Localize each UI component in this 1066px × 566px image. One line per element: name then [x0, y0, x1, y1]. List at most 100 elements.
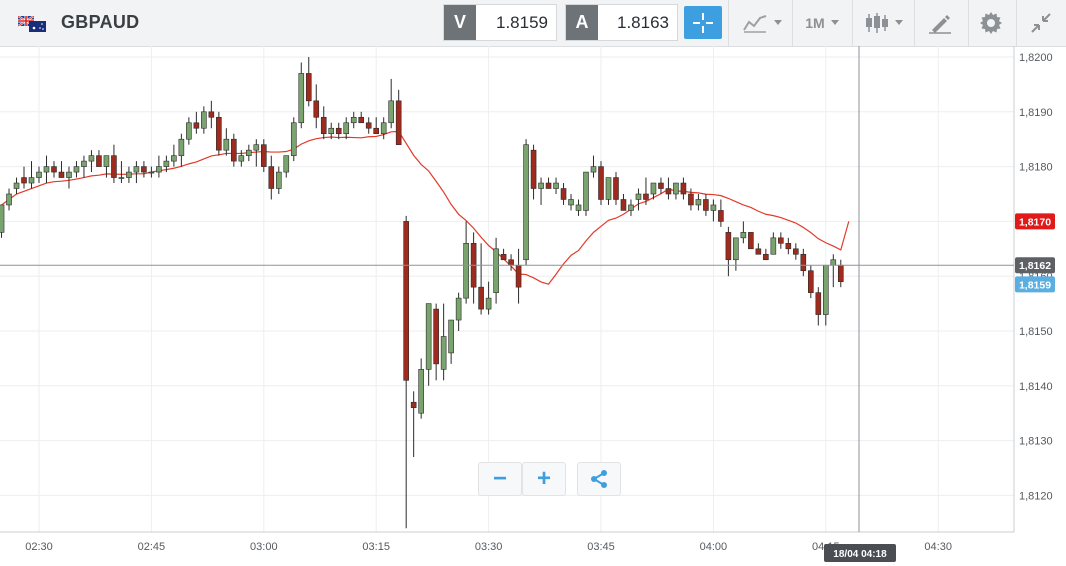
ma-price-label: 1,8170: [1019, 216, 1051, 228]
candle-body: [216, 116, 222, 151]
share-icon: [591, 470, 607, 488]
chart-type-icon: [743, 14, 767, 33]
candle-body: [545, 182, 552, 189]
candle-body: [36, 171, 42, 178]
buy-price: 1.8163: [617, 13, 669, 32]
candle-body: [373, 127, 380, 135]
candle-body: [830, 259, 837, 266]
candle-body: [725, 232, 732, 261]
candle-body: [418, 369, 424, 414]
candle-body: [598, 166, 604, 200]
candle-body: [268, 166, 275, 189]
x-tick-label: 03:45: [587, 541, 615, 553]
candle-body: [163, 160, 170, 167]
collapse-button[interactable]: [1022, 4, 1060, 41]
candle-body: [238, 155, 245, 162]
candle-body: [665, 188, 672, 195]
candle-body: [530, 149, 537, 189]
crosshair-button[interactable]: [684, 6, 722, 39]
candle-body: [88, 155, 95, 162]
candle-body: [703, 199, 709, 211]
candle-body: [21, 177, 27, 184]
candles-icon: [866, 12, 888, 33]
share-button[interactable]: [577, 462, 621, 496]
candle-body: [808, 270, 814, 293]
candle-body: [650, 182, 657, 195]
candle-body: [733, 237, 739, 261]
candle-body: [688, 193, 694, 206]
flag-gb-au-icon: [18, 16, 46, 32]
x-tick-label: 03:00: [250, 541, 278, 553]
candle-body: [748, 232, 754, 250]
candle-body: [643, 193, 649, 200]
bid-price-tag: [1015, 276, 1055, 293]
candle-body: [58, 171, 65, 178]
candle-body: [448, 319, 454, 354]
candle-body: [148, 171, 155, 174]
candle-body: [628, 204, 634, 211]
chart-toolbar: GBPAUD V 1.8159 A 1.8163 1M: [0, 0, 1066, 47]
crosshair-icon: [693, 12, 713, 33]
candle-body: [126, 171, 132, 178]
candle-body: [613, 177, 619, 200]
zoom-in-button[interactable]: +: [522, 462, 566, 496]
price-chart[interactable]: 1,82001,81901,81801,81701,81601,81501,81…: [0, 46, 1066, 566]
candle-body: [478, 286, 484, 310]
candle-body: [246, 149, 252, 156]
candle-body: [320, 116, 327, 135]
candle-body: [538, 182, 544, 189]
zoom-out-button[interactable]: −: [478, 462, 522, 496]
crosshair-time-label: 18/04 04:18: [833, 549, 887, 560]
candle-body: [710, 204, 717, 211]
last-price-tag: [1015, 257, 1055, 274]
drawing-tools-button[interactable]: [920, 4, 960, 41]
zoom-in-icon: +: [536, 465, 551, 492]
candle-body: [253, 144, 260, 151]
candle-body: [343, 122, 350, 135]
candle-body: [13, 182, 20, 189]
candle-body: [785, 243, 792, 250]
candle-body: [350, 116, 357, 124]
candle-body: [493, 248, 499, 293]
candle-body: [568, 199, 574, 206]
candle-body: [590, 166, 597, 173]
candle-body: [358, 116, 365, 124]
candle-body: [103, 155, 110, 167]
candle-body: [583, 171, 589, 211]
candle-body: [740, 232, 747, 239]
timeframe-dropdown[interactable]: 1M: [796, 4, 848, 41]
candle-body: [193, 122, 200, 129]
candle-body: [328, 127, 335, 135]
x-tick-label: 03:30: [475, 541, 503, 553]
candle-body: [523, 144, 529, 261]
candle-body: [186, 122, 192, 140]
candle-body: [500, 253, 507, 261]
candle-body: [793, 248, 799, 255]
candle-body: [815, 292, 822, 315]
sell-price-button[interactable]: V 1.8159: [443, 4, 557, 41]
candle-body: [133, 166, 140, 173]
buy-price-button[interactable]: A 1.8163: [565, 4, 678, 41]
candle-body: [223, 138, 230, 151]
candle-body: [425, 303, 432, 370]
candle-body: [553, 182, 559, 189]
candle-body: [298, 73, 305, 124]
candle-body: [515, 264, 522, 288]
x-tick-label: 04:30: [924, 541, 952, 553]
candle-body: [313, 100, 320, 118]
candle-body: [43, 166, 50, 173]
collapse-icon: [1031, 12, 1051, 33]
bid-price-label: 1,8159: [1019, 279, 1051, 291]
last-price-label: 1,8162: [1019, 260, 1051, 272]
candle-type-button[interactable]: [858, 4, 910, 41]
candle-body: [141, 166, 147, 173]
y-tick-label: 1,8130: [1019, 436, 1053, 448]
chart-type-button[interactable]: [738, 4, 786, 41]
candle-body: [605, 177, 612, 200]
y-tick-label: 1,8140: [1019, 381, 1053, 393]
settings-button[interactable]: [974, 4, 1008, 41]
candle-body: [118, 177, 125, 179]
candle-body: [335, 127, 342, 135]
y-tick-label: 1,8120: [1019, 490, 1053, 502]
candle-body: [463, 243, 469, 299]
